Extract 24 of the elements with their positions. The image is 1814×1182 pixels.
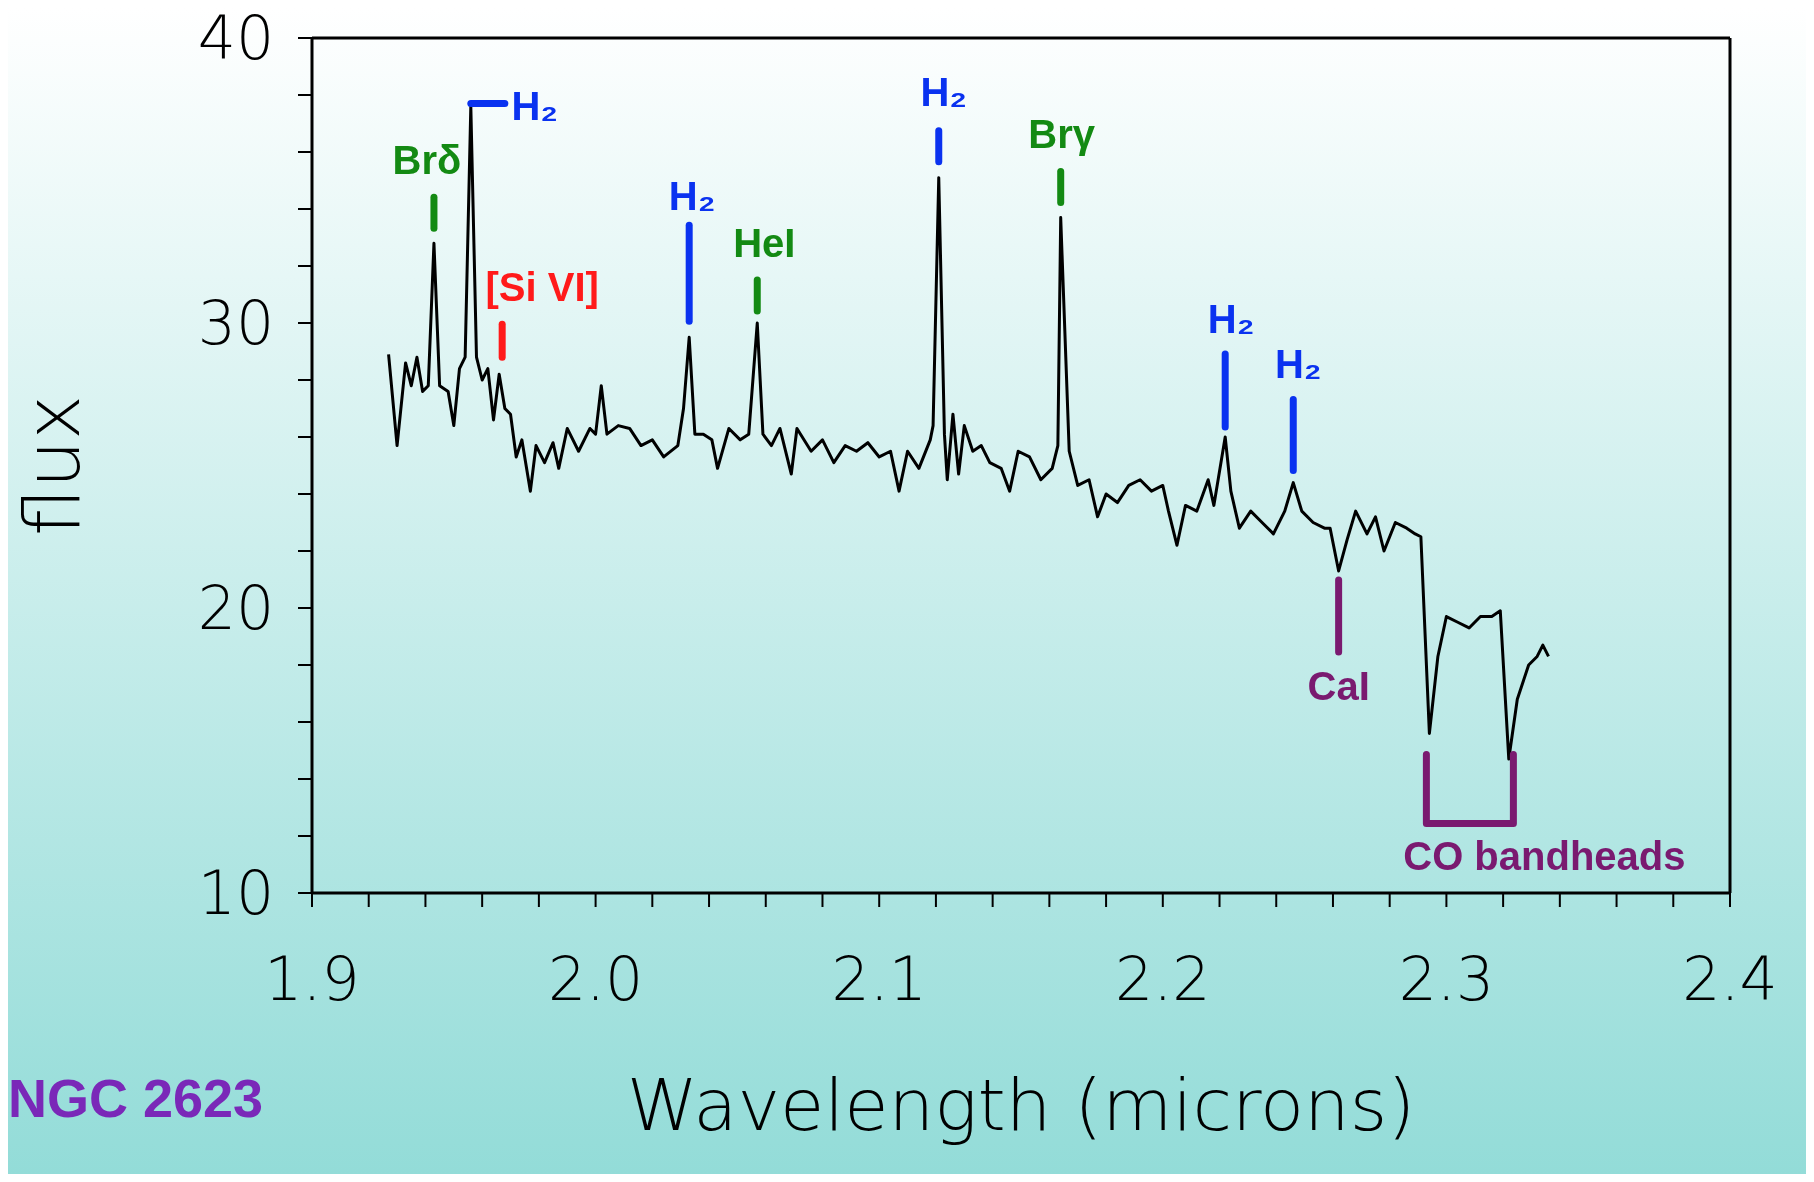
y-tick-label: 20	[197, 573, 275, 643]
x-tick-label: 1.9	[264, 944, 360, 1014]
annotation: H₂	[668, 174, 716, 219]
x-tick-label: 2.2	[1115, 944, 1211, 1014]
annotation: H₂	[1274, 341, 1322, 386]
annotation: H₂	[1207, 297, 1255, 341]
x-tick-label: 2.3	[1398, 944, 1495, 1014]
annotation: H₂	[511, 84, 559, 129]
annotation: Brδ	[392, 138, 462, 183]
annotation: CaI	[1307, 663, 1370, 708]
y-tick-label: 40	[197, 3, 275, 73]
annotation: CO bandheads	[1403, 834, 1686, 879]
annotation: HeI	[733, 221, 796, 265]
y-axis-title: flux	[7, 394, 97, 537]
x-tick-label: 2.0	[547, 944, 644, 1014]
annotation: [Si VI]	[485, 265, 599, 310]
annotation: Brγ	[1028, 111, 1096, 156]
text: NGC 2623	[8, 1068, 264, 1128]
x-tick-label: 2.4	[1682, 944, 1778, 1014]
y-tick-label: 10	[197, 858, 275, 928]
annotation: H₂	[920, 69, 968, 114]
x-axis-title: Wavelength (microns)	[626, 1063, 1416, 1147]
y-tick-label: 30	[197, 288, 275, 358]
x-tick-label: 2.1	[831, 944, 927, 1014]
